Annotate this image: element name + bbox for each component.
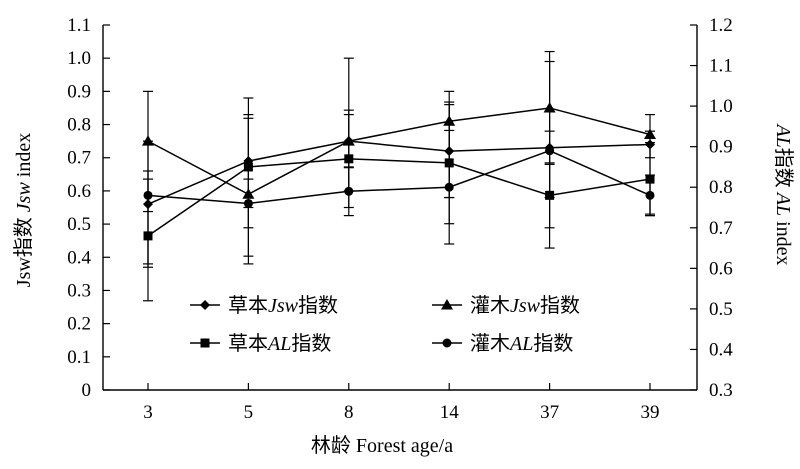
data-point bbox=[243, 162, 253, 172]
left-tick-label: 0.1 bbox=[67, 347, 91, 368]
x-axis-ticks: 3 5 8 14 37 39 bbox=[143, 383, 660, 423]
legend-label: 灌木AL指数 bbox=[470, 332, 573, 355]
legend-marker bbox=[200, 300, 210, 310]
legend-item: 灌木Jsw指数 bbox=[432, 294, 580, 317]
right-tick-label: 1.2 bbox=[709, 15, 733, 36]
legend-marker bbox=[200, 338, 210, 348]
series-triangle bbox=[142, 50, 656, 265]
series-group bbox=[142, 50, 656, 302]
x-tick-label: 5 bbox=[244, 402, 254, 423]
series-circle bbox=[143, 60, 655, 249]
legend-item: 草本AL指数 bbox=[190, 332, 331, 355]
left-tick-label: 0.7 bbox=[67, 148, 91, 169]
left-tick-label: 0.2 bbox=[67, 314, 91, 335]
data-point bbox=[143, 190, 153, 200]
x-tick-label: 37 bbox=[540, 402, 559, 423]
right-tick-label: 0.5 bbox=[709, 299, 733, 320]
left-tick-label: 0.3 bbox=[67, 280, 91, 301]
plot-frame bbox=[102, 25, 698, 391]
x-tick-label: 3 bbox=[143, 402, 153, 423]
x-tick-label: 8 bbox=[344, 402, 354, 423]
x-tick-label: 14 bbox=[440, 402, 460, 423]
left-axis-ticks: 0 0.1 0.2 0.3 0.4 0.5 0.6 0.7 0.8 0.9 1.0 1.1 bbox=[67, 15, 110, 401]
series-line bbox=[147, 149, 651, 205]
data-point bbox=[344, 154, 354, 164]
left-axis-title: Jsw指数 Jsw index bbox=[12, 133, 35, 287]
right-tick-label: 1.0 bbox=[709, 96, 733, 117]
data-point bbox=[143, 231, 153, 241]
left-tick-label: 0.8 bbox=[67, 115, 91, 136]
legend-label: 草本Jsw指数 bbox=[228, 294, 338, 317]
right-tick-label: 0.4 bbox=[709, 339, 733, 360]
right-tick-label: 0.3 bbox=[709, 380, 733, 401]
right-tick-label: 0.9 bbox=[709, 137, 733, 158]
data-point bbox=[645, 190, 655, 200]
right-axis-title: AL指数 AL index bbox=[772, 122, 795, 265]
series-line bbox=[147, 140, 651, 205]
data-point bbox=[644, 128, 656, 139]
data-point bbox=[344, 186, 354, 196]
data-point bbox=[142, 135, 154, 146]
left-tick-label: 1.1 bbox=[67, 15, 91, 36]
series-line bbox=[147, 158, 651, 237]
left-tick-label: 1.0 bbox=[67, 48, 91, 69]
data-point bbox=[243, 198, 253, 208]
right-tick-label: 0.6 bbox=[709, 258, 733, 279]
legend-label: 灌木Jsw指数 bbox=[470, 294, 580, 317]
left-tick-label: 0 bbox=[82, 380, 92, 401]
right-tick-label: 0.8 bbox=[709, 177, 733, 198]
left-tick-label: 0.9 bbox=[67, 81, 91, 102]
left-tick-label: 0.4 bbox=[67, 247, 91, 268]
data-point bbox=[444, 182, 454, 192]
left-tick-label: 0.6 bbox=[67, 181, 91, 202]
left-tick-label: 0.5 bbox=[67, 214, 91, 235]
legend-item: 草本Jsw指数 bbox=[190, 294, 338, 317]
legend-marker bbox=[441, 299, 453, 310]
legend-marker bbox=[442, 338, 452, 348]
data-point bbox=[545, 146, 555, 156]
x-tick-label: 39 bbox=[641, 402, 660, 423]
legend-item: 灌木AL指数 bbox=[432, 332, 573, 355]
right-axis-ticks: 0.3 0.4 0.5 0.6 0.7 0.8 0.9 1.0 1.1 1.2 bbox=[690, 15, 733, 401]
series-line bbox=[147, 107, 651, 196]
right-tick-label: 1.1 bbox=[709, 56, 733, 77]
right-tick-label: 0.7 bbox=[709, 218, 733, 239]
x-axis-title: 林龄 Forest age/a bbox=[311, 434, 453, 457]
legend-label: 草本AL指数 bbox=[228, 332, 331, 355]
